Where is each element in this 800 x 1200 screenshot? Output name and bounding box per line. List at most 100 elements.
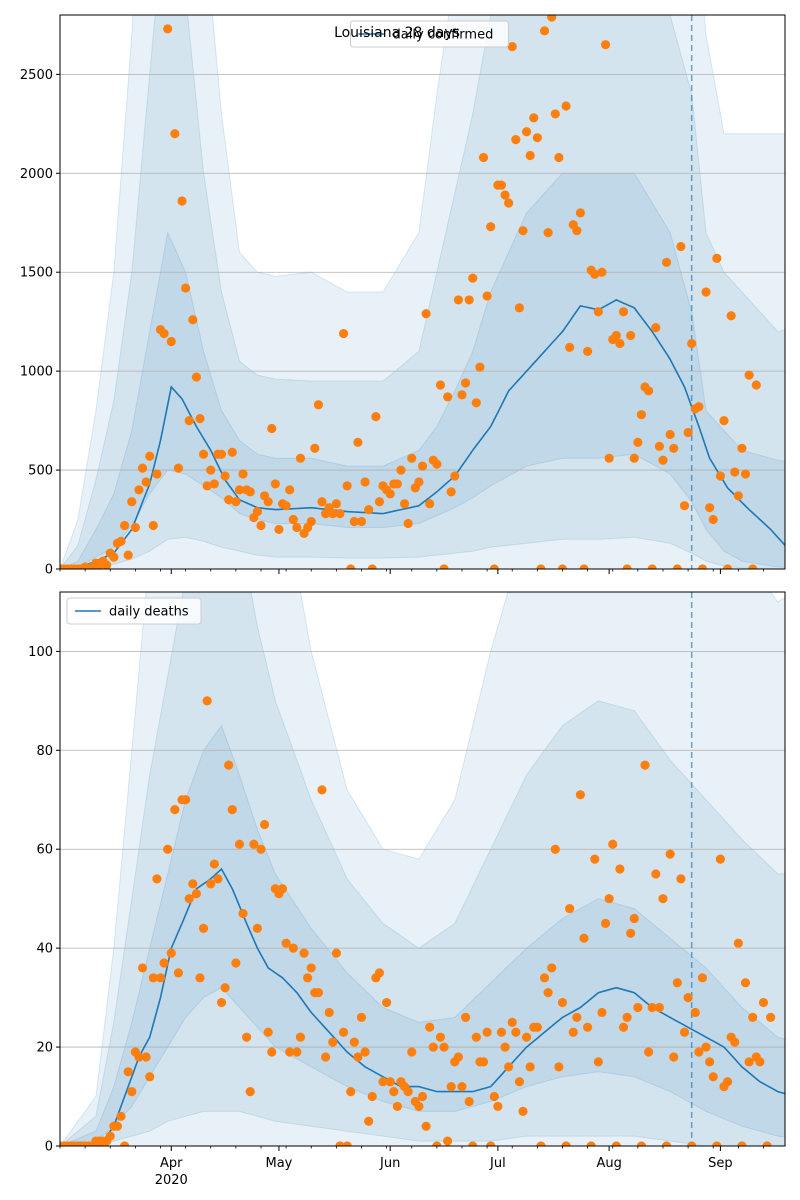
y-tick-label: 2000	[20, 167, 53, 182]
legend: daily deaths	[66, 597, 202, 625]
observed-point	[137, 463, 148, 473]
observed-point	[486, 1141, 496, 1146]
observed-point	[611, 1141, 621, 1146]
observed-point	[234, 839, 245, 849]
observed-point	[209, 479, 219, 489]
observed-point	[547, 15, 557, 22]
observed-point	[188, 879, 198, 889]
observed-point	[173, 968, 184, 978]
observed-point	[263, 1027, 273, 1037]
observed-point	[719, 416, 729, 426]
observed-point	[134, 1052, 144, 1062]
observed-point	[421, 1121, 431, 1131]
x-tick-label: Sep	[708, 1156, 733, 1171]
observed-point	[500, 190, 510, 200]
observed-point	[514, 1077, 525, 1087]
observed-point	[331, 948, 341, 958]
observed-point	[536, 564, 546, 569]
observed-point	[579, 933, 589, 943]
observed-point	[137, 963, 148, 973]
observed-point	[414, 1101, 424, 1112]
observed-point	[432, 1141, 442, 1146]
observed-point	[654, 1002, 664, 1013]
observed-point	[496, 1027, 507, 1037]
observed-point	[342, 1141, 352, 1146]
observed-point	[486, 222, 496, 232]
uncertainty-band-1	[60, 592, 785, 1146]
observed-point	[565, 903, 575, 914]
observed-point	[744, 370, 754, 380]
observed-point	[220, 471, 230, 481]
observed-point	[726, 311, 736, 321]
observed-point	[123, 1067, 133, 1077]
observed-point	[328, 508, 338, 519]
observed-point	[202, 481, 212, 491]
observed-point	[439, 564, 449, 569]
observed-point	[636, 410, 647, 420]
series-line	[60, 867, 785, 1146]
observed-point	[277, 884, 288, 894]
observed-point	[446, 487, 456, 497]
observed-point	[198, 923, 209, 933]
observed-point	[310, 443, 320, 453]
observed-point	[399, 499, 410, 509]
observed-point	[690, 1007, 700, 1018]
observed-point	[722, 564, 733, 569]
observed-point	[367, 1091, 377, 1102]
y-tick-label: 0	[45, 1140, 53, 1155]
observed-point	[202, 696, 212, 706]
observed-point	[604, 894, 614, 904]
observed-point	[629, 913, 639, 924]
observed-point	[145, 451, 155, 461]
observed-point	[102, 560, 112, 569]
observed-point	[328, 1037, 338, 1047]
observed-point	[575, 790, 586, 800]
observed-point	[694, 402, 704, 412]
observed-point	[511, 135, 521, 145]
observed-point	[335, 508, 345, 519]
observed-point	[475, 362, 485, 372]
observed-point	[195, 973, 205, 983]
observed-point	[198, 449, 209, 459]
observed-point	[525, 150, 535, 161]
observed-point	[457, 390, 467, 400]
observed-point	[331, 499, 341, 509]
observed-point	[586, 1141, 596, 1146]
observed-point	[446, 1082, 456, 1092]
observed-point	[661, 1141, 672, 1146]
observed-point	[694, 1047, 704, 1057]
observed-point	[320, 1052, 331, 1062]
observed-point	[220, 983, 230, 993]
observed-point	[130, 522, 140, 533]
observed-point	[582, 346, 593, 356]
observed-point	[227, 447, 237, 457]
figure-title: Louisiana 28 days	[334, 25, 460, 41]
observed-point	[155, 973, 166, 983]
uncertainty-band-2	[60, 592, 785, 1146]
observed-point	[511, 1027, 521, 1037]
observed-point	[740, 469, 751, 479]
observed-point	[256, 844, 266, 854]
observed-point	[227, 805, 237, 815]
observed-point	[460, 378, 471, 388]
observed-point	[385, 489, 395, 499]
observed-point	[600, 40, 611, 50]
observed-point	[676, 874, 686, 884]
observed-point	[453, 295, 463, 305]
observed-point	[733, 491, 743, 501]
legend-box	[350, 20, 509, 48]
observed-point	[259, 819, 270, 830]
observed-point	[439, 1042, 449, 1052]
observed-point	[547, 963, 557, 973]
observed-point	[489, 564, 499, 569]
observed-point	[672, 978, 682, 988]
observed-point	[758, 997, 769, 1008]
observed-point	[181, 283, 191, 293]
observed-point	[676, 241, 686, 252]
observed-point	[683, 993, 693, 1003]
observed-point	[766, 1012, 776, 1022]
observed-point	[403, 1086, 413, 1097]
observed-point	[353, 1052, 363, 1062]
observed-point	[622, 564, 632, 569]
x-tick-label: Jun	[379, 1156, 400, 1171]
